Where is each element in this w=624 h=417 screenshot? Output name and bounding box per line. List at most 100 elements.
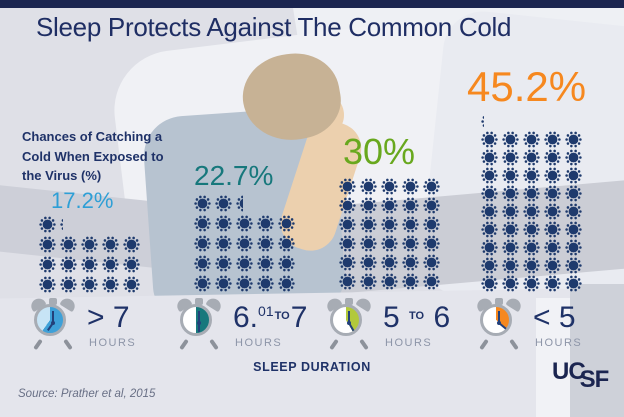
virus-icon: [339, 197, 356, 214]
virus-icon: [544, 185, 561, 202]
virus-icon: [381, 197, 398, 214]
virus-icon: [423, 273, 440, 290]
virus-icon: [502, 221, 519, 238]
group-less-than-5-hours: 45.2%: [467, 66, 586, 293]
virus-row: [481, 185, 586, 202]
value-label: 22.7%: [194, 160, 274, 191]
source-note: Source: Prather et al, 2015: [18, 388, 156, 400]
hours-label: HOURS: [535, 337, 583, 349]
virus-pictogram-grid: [39, 216, 140, 293]
virus-row: [39, 216, 140, 233]
virus-icon: [565, 239, 582, 256]
virus-icon: [215, 255, 232, 272]
duration-5-to-6-hours: 5 TO 6 HOURS: [324, 295, 450, 351]
partial-virus-icon: [60, 216, 63, 233]
virus-icon: [544, 239, 561, 256]
virus-icon: [402, 273, 419, 290]
virus-icon: [544, 131, 561, 148]
virus-row: [481, 221, 586, 238]
virus-row: [194, 215, 295, 232]
alarm-clock-icon: [174, 295, 224, 351]
virus-icon: [523, 257, 540, 274]
virus-icon: [339, 235, 356, 252]
virus-icon: [381, 178, 398, 195]
virus-row: [481, 257, 586, 274]
duration-label: 6.01TO7: [233, 301, 308, 334]
virus-icon: [194, 195, 211, 212]
blanket-shape: [570, 284, 624, 417]
group-6-to-7-hours: 22.7%: [194, 162, 295, 295]
virus-icon: [481, 185, 498, 202]
virus-icon: [39, 216, 56, 233]
virus-icon: [402, 197, 419, 214]
virus-icon: [257, 255, 274, 272]
virus-icon: [523, 131, 540, 148]
virus-icon: [402, 254, 419, 271]
virus-pictogram-grid: [194, 195, 295, 292]
virus-icon: [481, 239, 498, 256]
virus-icon: [481, 257, 498, 274]
virus-icon: [339, 273, 356, 290]
virus-icon: [194, 275, 211, 292]
virus-icon: [502, 185, 519, 202]
virus-row: [481, 239, 586, 256]
virus-icon: [360, 235, 377, 252]
virus-icon: [60, 276, 77, 293]
virus-icon: [278, 255, 295, 272]
duration-less-than-5-hours: < 5 HOURS: [474, 295, 583, 351]
virus-icon: [215, 275, 232, 292]
virus-icon: [423, 197, 440, 214]
virus-icon: [123, 236, 140, 253]
virus-icon: [565, 257, 582, 274]
value-label: 30%: [343, 131, 416, 172]
virus-icon: [402, 178, 419, 195]
virus-row: [194, 275, 295, 292]
ucsf-logo-uc: UC: [552, 358, 586, 385]
virus-icon: [81, 276, 98, 293]
virus-icon: [565, 167, 582, 184]
virus-icon: [360, 273, 377, 290]
virus-row: [194, 235, 295, 252]
ucsf-logo: UCSF: [552, 358, 609, 392]
virus-icon: [565, 221, 582, 238]
virus-icon: [544, 149, 561, 166]
page-title: Sleep Protects Against The Common Cold: [36, 12, 512, 42]
virus-icon: [502, 275, 519, 292]
virus-icon: [502, 149, 519, 166]
virus-icon: [60, 236, 77, 253]
virus-icon: [278, 235, 295, 252]
virus-icon: [523, 185, 540, 202]
y-axis-note: Chances of Catching a Cold When Exposed …: [22, 129, 164, 183]
virus-row: [39, 236, 140, 253]
alarm-clock-icon: [474, 295, 524, 351]
virus-icon: [123, 276, 140, 293]
duration-label: > 7: [87, 301, 130, 334]
virus-icon: [481, 131, 498, 148]
virus-icon: [39, 276, 56, 293]
virus-icon: [278, 215, 295, 232]
virus-row: [339, 216, 440, 233]
virus-icon: [102, 256, 119, 273]
virus-row: [481, 149, 586, 166]
virus-row: [481, 275, 586, 292]
hours-label: HOURS: [235, 337, 283, 349]
sheet-shape: [536, 298, 574, 417]
virus-row: [339, 197, 440, 214]
partial-virus-icon: [236, 195, 243, 212]
virus-pictogram-grid: [481, 113, 586, 292]
virus-icon: [360, 178, 377, 195]
virus-icon: [360, 197, 377, 214]
partial-virus-icon: [481, 113, 484, 130]
virus-icon: [523, 203, 540, 220]
virus-icon: [565, 149, 582, 166]
duration-more-than-7-hours: > 7 HOURS: [28, 295, 136, 351]
virus-icon: [481, 221, 498, 238]
virus-icon: [60, 256, 77, 273]
alarm-clock-icon: [28, 295, 78, 351]
virus-icon: [402, 216, 419, 233]
virus-icon: [39, 256, 56, 273]
virus-icon: [123, 256, 140, 273]
virus-row: [339, 235, 440, 252]
virus-pictogram-grid: [339, 178, 440, 290]
